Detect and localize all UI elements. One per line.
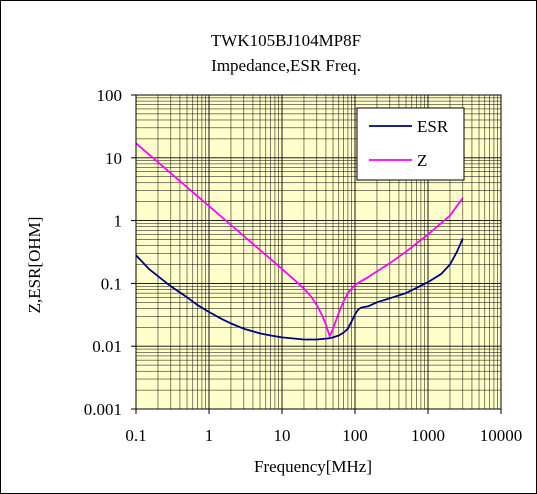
y-axis-label: Z,ESR[OHM] <box>25 217 44 314</box>
x-tick-label: 100 <box>342 426 368 445</box>
x-axis-label: Frequency[MHz] <box>254 457 372 476</box>
x-tick-label: 1 <box>205 426 214 445</box>
legend-label-esr: ESR <box>417 117 449 136</box>
x-tick-label: 1000 <box>411 426 445 445</box>
axis-ticks: 0.1 1 10 100 1000 10000 0.001 0.01 0.1 1 10 100 <box>84 86 523 445</box>
series-line-esr <box>135 238 464 341</box>
chart-title: TWK105BJ104MP8F <box>211 31 361 50</box>
x-tick-label: 10 <box>274 426 291 445</box>
x-tick-label: 10000 <box>480 426 523 445</box>
series-line-z <box>135 142 464 338</box>
plot-border <box>135 94 502 410</box>
series-lines <box>135 142 464 341</box>
y-tick-label: 100 <box>97 86 123 105</box>
x-tick-label: 0.1 <box>125 426 146 445</box>
y-tick-label: 1 <box>114 212 123 231</box>
legend: ESR Z <box>356 107 465 181</box>
y-tick-label: 10 <box>105 149 122 168</box>
chart-subtitle: Impedance,ESR Freq. <box>211 56 361 75</box>
legend-label-z: Z <box>417 151 427 170</box>
y-tick-label: 0.001 <box>84 400 122 419</box>
y-tick-label: 0.01 <box>92 337 122 356</box>
legend-box <box>356 107 465 181</box>
y-tick-label: 0.1 <box>101 274 122 293</box>
